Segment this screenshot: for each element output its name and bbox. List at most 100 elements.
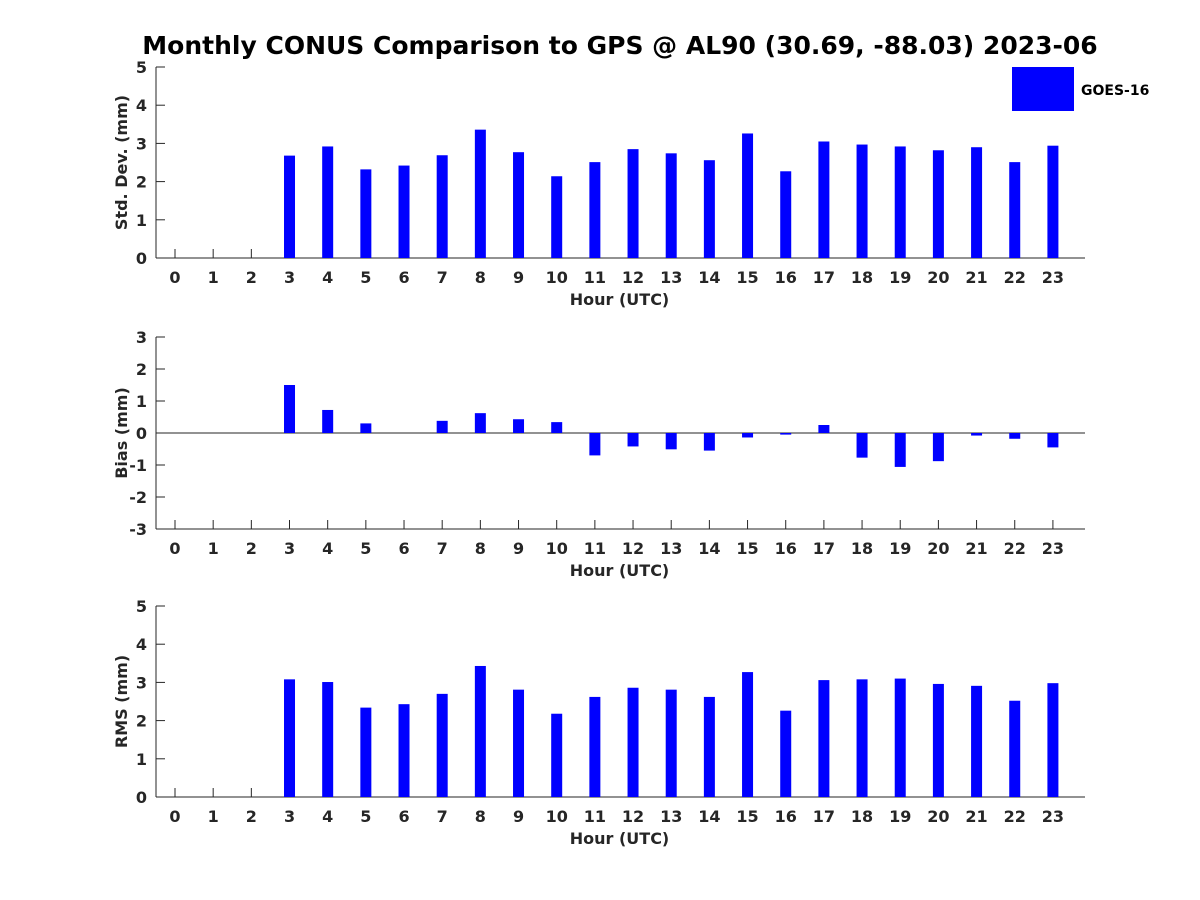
std-dev-x-tick-label: 22 <box>1004 268 1026 287</box>
rms-x-tick-label: 17 <box>813 807 835 826</box>
std-dev-y-tick-label: 5 <box>136 58 147 77</box>
std-dev-bar <box>1047 145 1059 258</box>
bias-x-axis-label: Hour (UTC) <box>570 561 670 580</box>
rms-bar <box>551 713 563 797</box>
std-dev-bar <box>742 133 754 258</box>
chart-title: Monthly CONUS Comparison to GPS @ AL90 (… <box>142 31 1097 60</box>
std-dev-x-tick-label: 17 <box>813 268 835 287</box>
bias-bar <box>551 422 563 433</box>
legend-swatch <box>1012 67 1074 111</box>
bias-y-tick-label: -3 <box>129 520 147 539</box>
bias-x-tick-label: 2 <box>246 539 257 558</box>
std-dev-bar <box>589 162 601 258</box>
std-dev-x-tick-label: 18 <box>851 268 873 287</box>
bias-x-tick-label: 10 <box>546 539 568 558</box>
std-dev-x-tick-label: 23 <box>1042 268 1064 287</box>
rms-y-tick-label: 3 <box>136 673 147 692</box>
rms-y-tick-label: 2 <box>136 712 147 731</box>
rms-bar <box>513 689 525 797</box>
std-dev-bar <box>474 129 486 258</box>
bias-bar <box>513 419 525 433</box>
rms-bar <box>436 693 448 797</box>
rms-x-tick-label: 23 <box>1042 807 1064 826</box>
std-dev-x-tick-label: 21 <box>965 268 987 287</box>
rms-bar <box>971 685 983 797</box>
std-dev-x-tick-label: 4 <box>322 268 333 287</box>
std-dev-x-tick-label: 7 <box>437 268 448 287</box>
bias-y-tick-label: 1 <box>136 392 147 411</box>
bias-bar <box>589 433 601 456</box>
std-dev-bar <box>703 160 715 258</box>
std-dev-x-tick-label: 9 <box>513 268 524 287</box>
std-dev-x-tick-label: 19 <box>889 268 911 287</box>
bias-x-tick-label: 20 <box>927 539 949 558</box>
bias-x-tick-label: 23 <box>1042 539 1064 558</box>
std-dev-bar <box>971 147 983 258</box>
rms-bar <box>894 678 906 797</box>
std-dev-bar <box>436 155 448 258</box>
bias-x-tick-label: 21 <box>965 539 987 558</box>
rms-x-tick-label: 5 <box>360 807 371 826</box>
bias-bar <box>1009 433 1021 439</box>
rms-bar <box>627 687 639 797</box>
rms-bar <box>360 707 372 797</box>
bias-x-tick-label: 7 <box>437 539 448 558</box>
rms-bar <box>703 696 715 797</box>
bias-bar <box>284 385 296 433</box>
rms-bar <box>1009 700 1021 797</box>
rms-bar <box>322 682 334 797</box>
bias-bar <box>971 433 983 436</box>
rms-x-tick-label: 0 <box>169 807 180 826</box>
std-dev-x-tick-label: 11 <box>584 268 606 287</box>
rms-y-tick-label: 5 <box>136 597 147 616</box>
std-dev-bar <box>627 149 639 258</box>
std-dev-bar <box>322 146 334 258</box>
rms-x-tick-label: 12 <box>622 807 644 826</box>
bias-bar <box>322 409 334 433</box>
rms-x-tick-label: 16 <box>775 807 797 826</box>
std-dev-bar <box>856 144 868 258</box>
std-dev-x-tick-label: 13 <box>660 268 682 287</box>
rms-y-tick-label: 4 <box>136 635 147 654</box>
rms-x-tick-label: 9 <box>513 807 524 826</box>
std-dev-bar <box>284 155 296 258</box>
rms-x-tick-label: 18 <box>851 807 873 826</box>
std-dev-x-tick-label: 1 <box>208 268 219 287</box>
rms-x-tick-label: 20 <box>927 807 949 826</box>
std-dev-bar <box>780 171 792 258</box>
bias-x-tick-label: 17 <box>813 539 835 558</box>
rms-x-tick-label: 14 <box>698 807 720 826</box>
bias-x-tick-label: 3 <box>284 539 295 558</box>
bias-y-tick-label: 2 <box>136 360 147 379</box>
std-dev-bar <box>818 141 830 258</box>
std-dev-y-tick-label: 2 <box>136 173 147 192</box>
bias-x-tick-label: 0 <box>169 539 180 558</box>
rms-x-tick-label: 2 <box>246 807 257 826</box>
bias-y-tick-label: -1 <box>129 456 147 475</box>
rms-y-tick-label: 0 <box>136 788 147 807</box>
rms-x-tick-label: 22 <box>1004 807 1026 826</box>
std-dev-bar <box>1009 162 1021 258</box>
rms-x-tick-label: 21 <box>965 807 987 826</box>
rms-bar <box>665 689 677 797</box>
rms-y-axis-label: RMS (mm) <box>112 655 131 748</box>
rms-bar <box>284 679 296 797</box>
std-dev-x-tick-label: 20 <box>927 268 949 287</box>
bias-x-tick-label: 4 <box>322 539 333 558</box>
std-dev-y-tick-label: 4 <box>136 96 147 115</box>
std-dev-bar <box>665 153 677 258</box>
rms-x-tick-label: 8 <box>475 807 486 826</box>
std-dev-y-tick-label: 1 <box>136 211 147 230</box>
std-dev-x-axis-label: Hour (UTC) <box>570 290 670 309</box>
std-dev-x-tick-label: 12 <box>622 268 644 287</box>
rms-x-tick-label: 10 <box>546 807 568 826</box>
bias-bar <box>474 413 486 433</box>
legend-label: GOES-16 <box>1081 83 1149 99</box>
std-dev-y-tick-label: 0 <box>136 249 147 268</box>
bias-x-tick-label: 6 <box>398 539 409 558</box>
rms-x-tick-label: 1 <box>208 807 219 826</box>
